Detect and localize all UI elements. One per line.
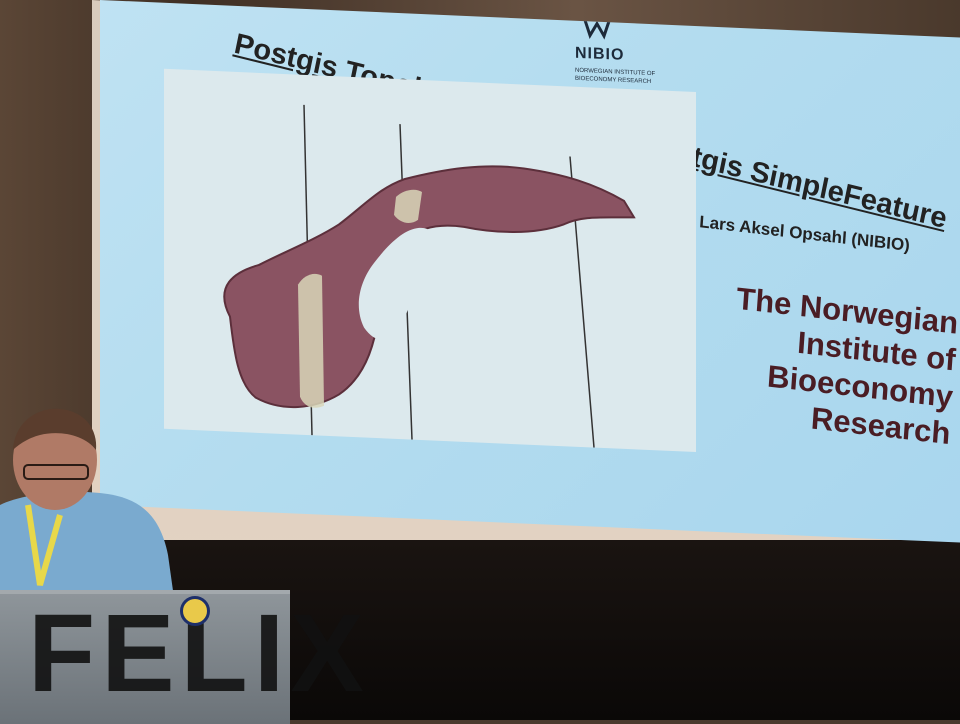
- map-panel: [164, 68, 696, 453]
- podium: FELIX: [0, 590, 364, 724]
- norway-inner-shape: [358, 227, 436, 340]
- nibio-logo-icon: [582, 16, 612, 40]
- logo-subtitle: NORWEGIAN INSTITUTE OF BIOECONOMY RESEAR…: [575, 67, 656, 86]
- speaker-glasses: [23, 464, 89, 480]
- lanyard: [25, 504, 63, 586]
- topology-highlight: [394, 189, 422, 223]
- nibio-logo: NIBIO NORWEGIAN INSTITUTE OF BIOECONOMY …: [575, 16, 735, 104]
- logo-name: NIBIO: [575, 44, 625, 64]
- norway-topology-map: [223, 104, 636, 448]
- norway-shape: [223, 165, 636, 409]
- organization-name: The Norwegian Institute of Bioeconomy Re…: [700, 277, 960, 453]
- topology-highlight: [298, 273, 324, 408]
- speaker: [0, 408, 175, 605]
- podium-badge-icon: [180, 596, 210, 626]
- slide: NIBIO NORWEGIAN INSTITUTE OF BIOECONOMY …: [100, 0, 960, 543]
- speaker-hair: [13, 408, 97, 450]
